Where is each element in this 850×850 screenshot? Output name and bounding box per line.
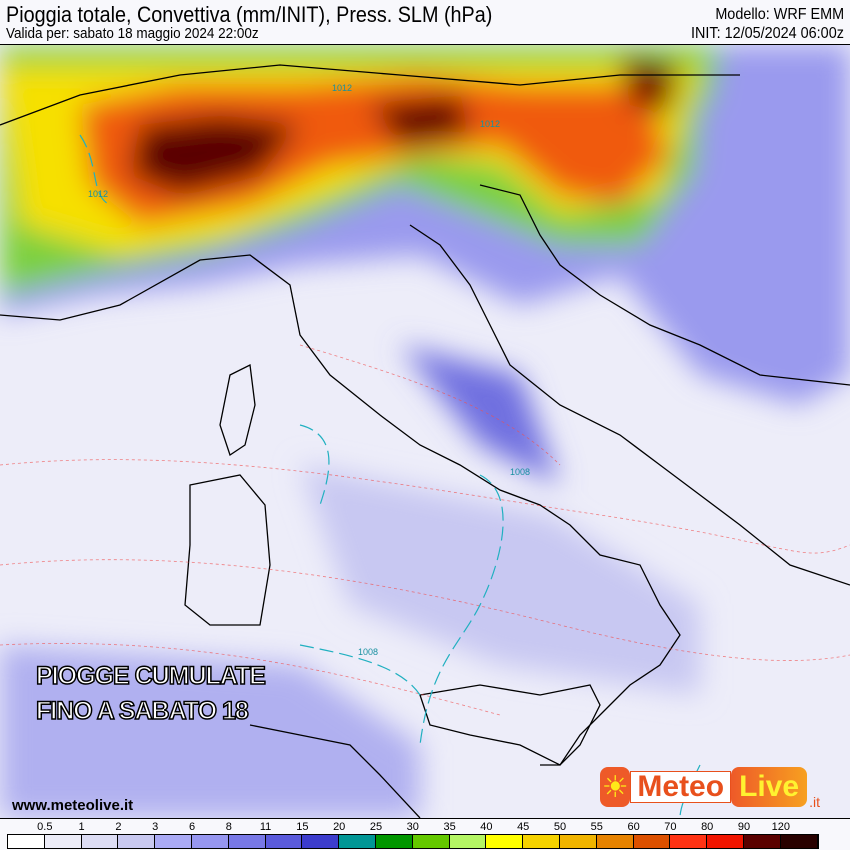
legend-label: 2 xyxy=(115,821,122,833)
isobar-label: 1008 xyxy=(510,467,530,477)
legend-swatch xyxy=(780,835,818,848)
legend-label: 0.5 xyxy=(37,821,53,833)
legend-label: 1 xyxy=(78,821,85,833)
legend-label: 55 xyxy=(590,821,603,833)
header: Pioggia totale, Convettiva (mm/INIT), Pr… xyxy=(0,0,850,44)
overlay-text-line2: FINO A SABATO 18 xyxy=(35,696,249,726)
legend-swatch xyxy=(670,835,708,848)
isobar-label: 1008 xyxy=(358,647,378,657)
init-time: INIT: 12/05/2024 06:00z xyxy=(691,25,844,42)
legend-swatch xyxy=(44,835,82,848)
legend-label: 3 xyxy=(152,821,159,833)
sun-icon: ☀ xyxy=(600,767,631,807)
legend-swatch xyxy=(486,835,524,848)
coastlines xyxy=(0,64,850,818)
legend-label: 6 xyxy=(188,821,196,833)
legend-swatch xyxy=(412,835,450,848)
legend-label: 50 xyxy=(553,821,567,833)
legend-swatch xyxy=(302,835,340,848)
color-legend: 0.5 1 2 3 6 8 11 15 20 25 30 35 40 45 50 55 60 70 80 90 120 xyxy=(7,818,839,850)
meteolive-logo: ☀ Meteo Live .it xyxy=(600,764,820,810)
website-link[interactable]: www.meteolive.it xyxy=(12,797,134,814)
legend-label: 30 xyxy=(406,821,419,833)
logo-suffix: .it xyxy=(809,794,820,810)
logo-live: Live xyxy=(731,767,808,807)
overlay-text-line1: PIOGGE CUMULATE xyxy=(35,661,266,691)
model-name: Modello: WRF EMM xyxy=(715,6,844,23)
legend-label: 40 xyxy=(480,821,493,833)
map-title: Pioggia totale, Convettiva (mm/INIT), Pr… xyxy=(6,2,493,27)
legend-swatch xyxy=(375,835,413,848)
legend-swatch xyxy=(339,835,376,848)
legend-swatch xyxy=(155,835,192,848)
legend-label: 90 xyxy=(737,821,751,833)
legend-label: 25 xyxy=(369,821,383,833)
isobar-label: 1012 xyxy=(480,119,500,129)
isobar-label: 1012 xyxy=(88,189,108,199)
legend-label: 70 xyxy=(664,821,677,833)
legend-swatch xyxy=(559,835,597,848)
legend-swatch xyxy=(8,835,45,848)
legend-swatch xyxy=(265,835,303,848)
legend-label: 45 xyxy=(517,821,530,833)
legend-swatch xyxy=(81,835,119,848)
logo-meteo: Meteo xyxy=(630,771,732,803)
legend-label: 35 xyxy=(443,821,456,833)
legend-label: 120 xyxy=(771,821,790,833)
legend-label: 8 xyxy=(225,821,232,833)
legend-bar xyxy=(7,834,819,849)
legend-swatch xyxy=(707,835,744,848)
precipitation-map: 1012 1012 1012 1008 1008 xyxy=(0,44,850,819)
legend-label: 15 xyxy=(296,821,309,833)
legend-swatch xyxy=(118,835,156,848)
legend-swatch xyxy=(596,835,634,848)
valid-time: Valida per: sabato 18 maggio 2024 22:00z xyxy=(6,25,259,42)
legend-swatch xyxy=(523,835,560,848)
isobar-label: 1012 xyxy=(332,83,352,93)
legend-swatch xyxy=(449,835,487,848)
legend-label: 80 xyxy=(701,821,714,833)
legend-label: 20 xyxy=(333,821,346,833)
legend-swatch xyxy=(633,835,671,848)
legend-label: 60 xyxy=(627,821,640,833)
legend-swatch xyxy=(191,835,229,848)
legend-swatch xyxy=(228,835,266,848)
legend-label: 11 xyxy=(259,821,272,833)
legend-swatch xyxy=(743,835,781,848)
